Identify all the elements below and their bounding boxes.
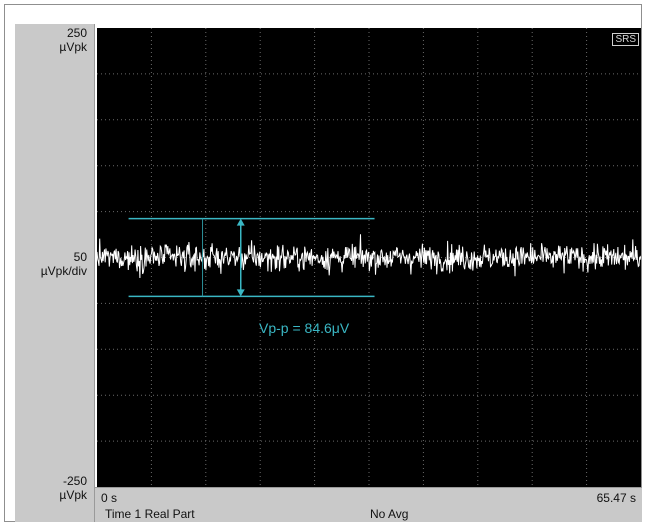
footer-trace-label: Time 1 Real Part	[105, 507, 195, 521]
vpp-annotation-label: Vp-p = 84.6μV	[259, 320, 350, 336]
x-start-label: 0 s	[101, 491, 118, 505]
x-axis-panel: 0 s 65.47 s Time 1 Real Part No Avg	[95, 487, 642, 522]
y-top-value: 250	[66, 26, 87, 40]
plot-area[interactable]: SRS Vp-p = 84.6μV	[97, 28, 641, 487]
y-bottom-unit: µVpk	[59, 488, 87, 502]
y-bottom-value: -250	[62, 474, 87, 488]
y-axis-panel: 250 µVpk 50 µVpk/div -250 µVpk	[15, 24, 95, 522]
srs-badge: SRS	[612, 33, 639, 46]
y-scale-unit: µVpk/div	[40, 264, 87, 278]
vpp-arrow-head-up	[236, 218, 245, 226]
vpp-arrow-head-down	[236, 289, 245, 297]
noise-trace	[97, 234, 641, 279]
y-top-unit: µVpk	[59, 40, 87, 54]
waveform-chart	[97, 28, 641, 487]
x-end-label: 65.47 s	[596, 491, 636, 505]
footer-avg-label: No Avg	[370, 507, 409, 521]
y-scale-value: 50	[73, 250, 87, 264]
